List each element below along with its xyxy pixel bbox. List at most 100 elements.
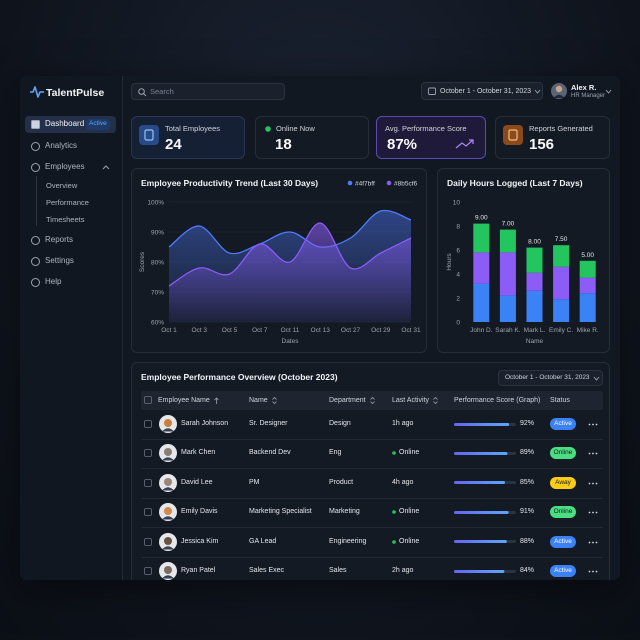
main-area: Search October 1 - October 31, 2023 Alex R… (131, 82, 612, 580)
icon-shape (31, 278, 40, 287)
checkbox-box (144, 396, 152, 404)
column-header[interactable]: Name (249, 397, 268, 404)
status-dot (265, 126, 271, 132)
user-name[interactable]: Alex R. (571, 83, 597, 92)
table-panel: Employee Performance Overview (October 2… (131, 362, 610, 580)
row-menu (588, 570, 598, 573)
employee-name: Jessica Kim (181, 537, 219, 545)
chart-panel: Employee Productivity Trend (Last 30 Day… (131, 168, 427, 353)
avatar-head (164, 419, 172, 427)
bar-segment (473, 252, 490, 284)
sort-icon (272, 396, 277, 405)
table-date-picker[interactable]: October 1 - October 31, 2023 (498, 370, 603, 386)
kpi-card: Online Now 18 (255, 116, 369, 159)
sort-arrows (272, 396, 277, 405)
status-badge[interactable]: Online (550, 506, 576, 519)
column-header[interactable]: Last Activity (392, 397, 429, 404)
kpi-icon-glyph (508, 129, 518, 141)
column-header[interactable]: Employee Name (158, 397, 210, 404)
area-line (168, 222, 412, 287)
kpi-label: Online Now (276, 124, 315, 133)
icon-shape (31, 142, 40, 151)
status-badge[interactable]: Active (550, 418, 576, 430)
x-tick-label: Oct 3 (191, 327, 207, 334)
menu-dot (595, 570, 598, 573)
kpi-value: 87% (387, 136, 418, 153)
score-fill (454, 569, 505, 573)
avatar-head (164, 448, 172, 457)
menu-dot (592, 452, 594, 455)
checkbox (144, 396, 152, 404)
status-badge[interactable]: Online (550, 447, 576, 460)
y-tick-label: 6 (456, 248, 460, 255)
area-fill (169, 222, 411, 322)
bar-segment (579, 277, 596, 294)
search-box[interactable]: Search (131, 83, 285, 100)
checkbox (144, 567, 152, 575)
menu-dot (595, 452, 598, 455)
bar-segment (579, 293, 596, 322)
table-row[interactable] (141, 410, 603, 440)
menu-dot (588, 511, 591, 514)
y-tick-label: 8 (456, 224, 460, 231)
avatar-body (553, 94, 565, 98)
checkbox-box (144, 537, 152, 546)
checkbox (144, 449, 152, 458)
table-row[interactable] (141, 528, 603, 558)
bar-segment (499, 252, 516, 296)
chevron (102, 165, 110, 170)
chart-title: Daily Hours Logged (Last 7 Days) (447, 178, 583, 188)
sub-nav-item[interactable]: Overview (46, 181, 78, 190)
bar-segment (499, 229, 516, 253)
online-dot (265, 126, 271, 132)
avatar-head (555, 85, 563, 93)
y-tick-label: 70% (151, 290, 164, 297)
employee-avatar (159, 562, 177, 580)
table-row[interactable] (141, 439, 603, 470)
table-row[interactable] (141, 498, 603, 529)
status-badge[interactable]: Active (550, 565, 576, 577)
column-header[interactable]: Department (329, 397, 366, 404)
x-tick-label: Mark L. (524, 327, 546, 334)
menu-dot (592, 511, 594, 514)
nav-item[interactable]: Analytics (45, 141, 78, 150)
nav-item[interactable]: Reports (45, 235, 74, 244)
score-bar (454, 422, 516, 426)
menu-dot (592, 570, 594, 573)
nav-item[interactable]: Settings (45, 256, 74, 265)
employee-department: Product (329, 478, 354, 486)
x-tick-label: Emily C. (549, 327, 573, 334)
sub-nav-item[interactable]: Timesheets (46, 215, 85, 224)
table-row[interactable] (141, 469, 603, 499)
bar-segment (526, 247, 543, 273)
chevron (605, 89, 612, 94)
sub-nav-item[interactable]: Performance (46, 198, 89, 207)
user-chevron (605, 89, 612, 94)
bar-segment (553, 245, 570, 267)
date-range-picker[interactable]: October 1 - October 31, 2023 (421, 82, 543, 100)
table-title: Employee Performance Overview (October 2… (141, 372, 338, 382)
status-dot (392, 451, 396, 456)
row-menu (588, 452, 598, 455)
sub-nav-rail (36, 176, 37, 226)
kpi-card: Reports Generated 156 (495, 116, 610, 159)
nav-item[interactable]: Help (45, 277, 62, 286)
nav-item[interactable]: Employees (45, 162, 85, 171)
employee-department: Eng (329, 449, 342, 457)
kpi-card: Total Employees 24 (131, 116, 245, 159)
column-header: Performance Score (Graph) (454, 397, 541, 404)
online-dot (392, 539, 396, 544)
status-badge[interactable]: Active (550, 535, 576, 548)
menu-dot (588, 482, 591, 485)
menu-dot (595, 423, 598, 426)
x-tick-label: Oct 31 (401, 327, 421, 334)
sort-icon (214, 397, 219, 404)
score-label: 91% (520, 508, 535, 516)
dropdown-chevron (534, 89, 541, 94)
last-activity: 1h ago (392, 420, 414, 427)
icon-shape (31, 236, 40, 245)
menu-dot (588, 423, 591, 426)
status-badge[interactable]: Away (550, 476, 576, 489)
nav-item[interactable]: Dashboard (45, 119, 85, 128)
kpi-label: Reports Generated (529, 124, 593, 133)
